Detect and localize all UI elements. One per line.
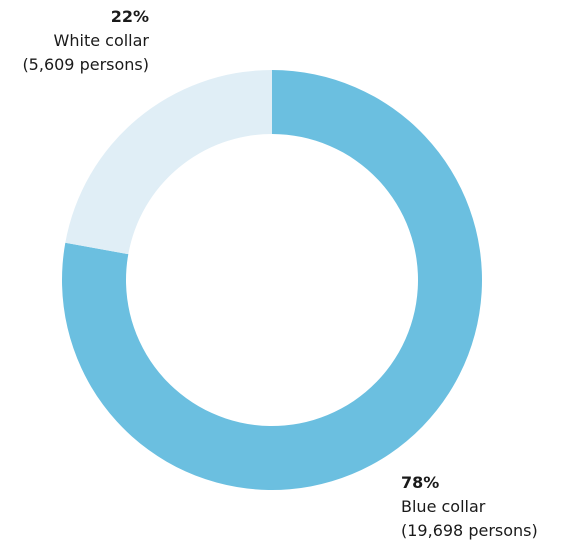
donut-slices	[61, 70, 483, 491]
slice-count-white-collar: (5,609 persons)	[22, 55, 149, 74]
slice-label-white-collar: 22% White collar (5,609 persons)	[22, 5, 149, 77]
slice-label-blue-collar: 78% Blue collar (19,698 persons)	[401, 471, 538, 543]
slice-percent-white-collar: 22%	[110, 7, 149, 26]
donut-slice-white-collar	[65, 70, 272, 255]
slice-count-blue-collar: (19,698 persons)	[401, 521, 538, 540]
slice-name-white-collar: White collar	[53, 31, 149, 50]
slice-percent-blue-collar: 78%	[401, 473, 440, 492]
slice-name-blue-collar: Blue collar	[401, 497, 486, 516]
donut-slice-blue-collar	[61, 70, 483, 491]
